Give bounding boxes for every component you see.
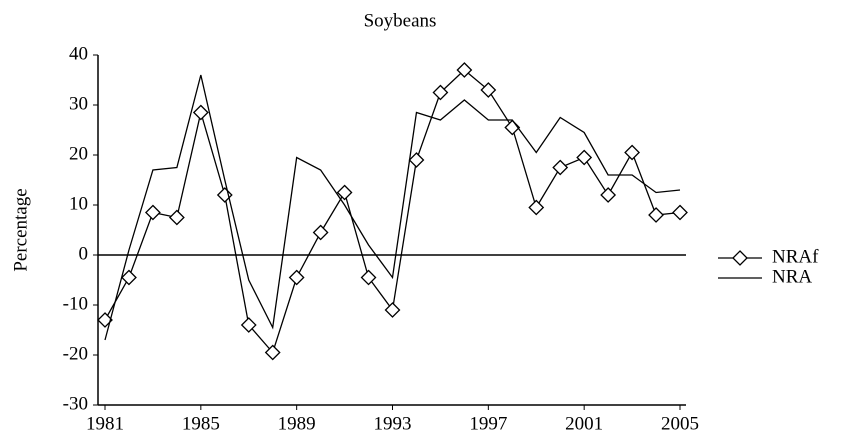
data-point	[312, 224, 329, 241]
data-point	[576, 149, 593, 166]
data-point	[528, 199, 545, 216]
data-point	[432, 84, 449, 101]
x-tick-label: 1981	[86, 413, 124, 434]
data-point	[600, 187, 617, 203]
data-point	[672, 204, 688, 221]
x-tick-label: 1989	[278, 413, 316, 434]
chart-title: Soybeans	[364, 10, 437, 31]
data-point	[192, 104, 209, 121]
data-point	[336, 184, 353, 201]
x-tick-label: 2001	[565, 413, 603, 434]
data-point	[97, 312, 113, 328]
y-axis-label: Percentage	[10, 188, 31, 271]
series-line	[104, 74, 681, 341]
data-point	[408, 152, 425, 168]
x-tick-label: 1997	[469, 413, 507, 434]
y-tick-label: 30	[69, 93, 88, 114]
data-point	[552, 159, 569, 176]
y-tick-label: 10	[69, 193, 88, 214]
data-point	[384, 302, 401, 318]
data-point	[144, 204, 161, 221]
data-point	[168, 209, 185, 226]
x-tick-label: 1985	[182, 413, 220, 434]
y-tick-label: 0	[79, 243, 89, 264]
legend-label: NRAf	[772, 246, 819, 267]
y-tick-label: 20	[69, 143, 88, 164]
data-point	[624, 144, 641, 161]
legend-marker	[732, 250, 748, 266]
y-tick-label: 40	[69, 43, 88, 64]
legend-label: NRA	[772, 266, 812, 287]
y-tick-label: -10	[63, 293, 88, 314]
y-tick-label: -30	[63, 393, 88, 414]
data-point	[504, 119, 521, 136]
data-point	[456, 62, 473, 78]
data-point	[216, 187, 233, 203]
data-point	[360, 269, 377, 286]
data-point	[264, 344, 281, 361]
x-tick-label: 1993	[374, 413, 412, 434]
data-point	[121, 269, 137, 286]
y-tick-label: -20	[63, 343, 88, 364]
data-point	[240, 317, 257, 333]
data-point	[648, 207, 664, 223]
data-point	[288, 269, 305, 286]
x-tick-label: 2005	[661, 413, 699, 434]
data-point	[480, 82, 497, 98]
